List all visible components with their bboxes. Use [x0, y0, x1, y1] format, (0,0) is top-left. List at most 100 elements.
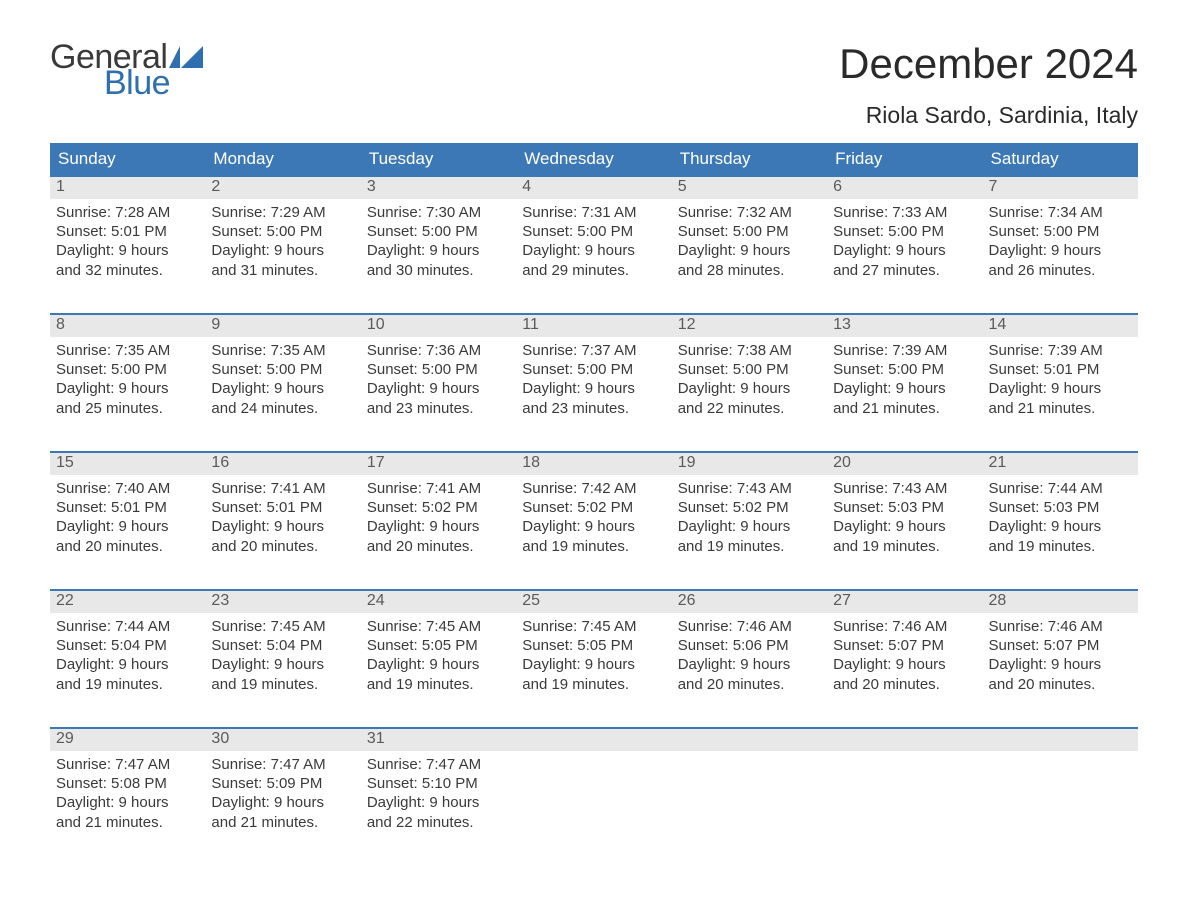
- day-number: 15: [56, 454, 74, 471]
- day-number: 9: [211, 316, 220, 333]
- day-sunrise: Sunrise: 7:38 AM: [678, 341, 821, 360]
- day-d1: Daylight: 9 hours: [833, 241, 976, 260]
- day-number: 3: [367, 178, 376, 195]
- day-sunset: Sunset: 5:05 PM: [367, 636, 510, 655]
- day-d1: Daylight: 9 hours: [522, 379, 665, 398]
- day-cell: 15 Sunrise: 7:40 AMSunset: 5:01 PMDayligh…: [50, 453, 205, 571]
- day-sunset: Sunset: 5:00 PM: [211, 222, 354, 241]
- day-sunset: Sunset: 5:00 PM: [989, 222, 1132, 241]
- header: General Blue December 2024 Riola Sardo, …: [50, 40, 1138, 129]
- day-d1: Daylight: 9 hours: [211, 379, 354, 398]
- day-d2: and 20 minutes.: [833, 675, 976, 694]
- day-d2: and 20 minutes.: [989, 675, 1132, 694]
- day-d2: and 31 minutes.: [211, 261, 354, 280]
- week-row: 1Sunrise: 7:28 AMSunset: 5:01 PMDaylight…: [50, 175, 1138, 295]
- week-row: 8Sunrise: 7:35 AMSunset: 5:00 PMDaylight…: [50, 313, 1138, 433]
- day-d1: Daylight: 9 hours: [367, 379, 510, 398]
- day-info: Sunrise: 7:45 AMSunset: 5:04 PMDaylight:…: [205, 613, 360, 694]
- dow-cell: Tuesday: [361, 143, 516, 175]
- day-d1: Daylight: 9 hours: [56, 655, 199, 674]
- day-of-week-header: SundayMondayTuesdayWednesdayThursdayFrid…: [50, 143, 1138, 175]
- day-cell: 31Sunrise: 7:47 AMSunset: 5:10 PMDayligh…: [361, 729, 516, 847]
- day-sunset: Sunset: 5:07 PM: [989, 636, 1132, 655]
- day-info: Sunrise: 7:37 AMSunset: 5:00 PMDaylight:…: [516, 337, 671, 418]
- day-sunrise: Sunrise: 7:41 AM: [211, 479, 354, 498]
- day-number: 12: [678, 316, 696, 333]
- day-d1: Daylight: 9 hours: [678, 241, 821, 260]
- day-cell: 4Sunrise: 7:31 AMSunset: 5:00 PMDaylight…: [516, 177, 671, 295]
- dow-cell: Sunday: [50, 143, 205, 175]
- day-info: [516, 751, 671, 755]
- day-number: 23: [211, 592, 229, 609]
- day-number: 24: [367, 592, 385, 609]
- day-number: 7: [989, 178, 998, 195]
- day-d2: and 20 minutes.: [367, 537, 510, 556]
- day-sunrise: Sunrise: 7:44 AM: [56, 617, 199, 636]
- day-sunset: Sunset: 5:00 PM: [833, 222, 976, 241]
- day-number-row: 16: [205, 453, 360, 475]
- day-number: 10: [367, 316, 385, 333]
- day-number: 31: [367, 730, 385, 747]
- day-sunrise: Sunrise: 7:44 AM: [989, 479, 1132, 498]
- week-row: 29Sunrise: 7:47 AMSunset: 5:08 PMDayligh…: [50, 727, 1138, 847]
- day-sunset: Sunset: 5:01 PM: [56, 222, 199, 241]
- day-number: 17: [367, 454, 385, 471]
- day-cell: 9Sunrise: 7:35 AMSunset: 5:00 PMDaylight…: [205, 315, 360, 433]
- day-cell: 1Sunrise: 7:28 AMSunset: 5:01 PMDaylight…: [50, 177, 205, 295]
- day-sunrise: Sunrise: 7:34 AM: [989, 203, 1132, 222]
- day-info: Sunrise: 7:41 AMSunset: 5:01 PMDaylight:…: [205, 475, 360, 556]
- day-number: 25: [522, 592, 540, 609]
- calendar: SundayMondayTuesdayWednesdayThursdayFrid…: [50, 143, 1138, 847]
- day-info: Sunrise: 7:35 AMSunset: 5:00 PMDaylight:…: [50, 337, 205, 418]
- day-d1: Daylight: 9 hours: [522, 241, 665, 260]
- day-sunset: Sunset: 5:10 PM: [367, 774, 510, 793]
- day-sunrise: Sunrise: 7:28 AM: [56, 203, 199, 222]
- day-info: Sunrise: 7:45 AMSunset: 5:05 PMDaylight:…: [361, 613, 516, 694]
- day-sunrise: Sunrise: 7:33 AM: [833, 203, 976, 222]
- day-sunset: Sunset: 5:04 PM: [56, 636, 199, 655]
- day-number-row: 27: [827, 591, 982, 613]
- day-info: Sunrise: 7:46 AMSunset: 5:07 PMDaylight:…: [827, 613, 982, 694]
- day-info: Sunrise: 7:47 AMSunset: 5:08 PMDaylight:…: [50, 751, 205, 832]
- day-d1: Daylight: 9 hours: [211, 655, 354, 674]
- day-d2: and 19 minutes.: [989, 537, 1132, 556]
- day-info: Sunrise: 7:40 AMSunset: 5:01 PMDaylight:…: [50, 475, 205, 556]
- day-info: Sunrise: 7:38 AMSunset: 5:00 PMDaylight:…: [672, 337, 827, 418]
- dow-cell: Monday: [205, 143, 360, 175]
- day-d2: and 23 minutes.: [522, 399, 665, 418]
- day-number: 18: [522, 454, 540, 471]
- day-sunrise: Sunrise: 7:46 AM: [989, 617, 1132, 636]
- dow-cell: Thursday: [672, 143, 827, 175]
- day-number-row: 4: [516, 177, 671, 199]
- day-info: Sunrise: 7:43 AMSunset: 5:02 PMDaylight:…: [672, 475, 827, 556]
- day-info: Sunrise: 7:28 AMSunset: 5:01 PMDaylight:…: [50, 199, 205, 280]
- day-d1: Daylight: 9 hours: [56, 241, 199, 260]
- day-d2: and 25 minutes.: [56, 399, 199, 418]
- day-number-row: 21: [983, 453, 1138, 475]
- day-number: 11: [522, 316, 539, 333]
- dow-cell: Wednesday: [516, 143, 671, 175]
- day-info: Sunrise: 7:34 AMSunset: 5:00 PMDaylight:…: [983, 199, 1138, 280]
- day-number-row: [672, 729, 827, 751]
- day-cell: 6Sunrise: 7:33 AMSunset: 5:00 PMDaylight…: [827, 177, 982, 295]
- day-number-row: 26: [672, 591, 827, 613]
- day-d1: Daylight: 9 hours: [211, 241, 354, 260]
- day-number-row: 7: [983, 177, 1138, 199]
- day-info: Sunrise: 7:42 AMSunset: 5:02 PMDaylight:…: [516, 475, 671, 556]
- day-number: 13: [833, 316, 851, 333]
- day-sunrise: Sunrise: 7:29 AM: [211, 203, 354, 222]
- day-cell: [516, 729, 671, 847]
- day-sunset: Sunset: 5:09 PM: [211, 774, 354, 793]
- day-cell: 2Sunrise: 7:29 AMSunset: 5:00 PMDaylight…: [205, 177, 360, 295]
- day-number-row: [516, 729, 671, 751]
- day-d2: and 20 minutes.: [56, 537, 199, 556]
- day-sunrise: Sunrise: 7:47 AM: [56, 755, 199, 774]
- day-d2: and 24 minutes.: [211, 399, 354, 418]
- day-d2: and 19 minutes.: [678, 537, 821, 556]
- day-sunrise: Sunrise: 7:32 AM: [678, 203, 821, 222]
- day-d1: Daylight: 9 hours: [989, 241, 1132, 260]
- day-cell: 30Sunrise: 7:47 AMSunset: 5:09 PMDayligh…: [205, 729, 360, 847]
- day-cell: 29Sunrise: 7:47 AMSunset: 5:08 PMDayligh…: [50, 729, 205, 847]
- day-sunset: Sunset: 5:02 PM: [367, 498, 510, 517]
- day-d2: and 19 minutes.: [522, 675, 665, 694]
